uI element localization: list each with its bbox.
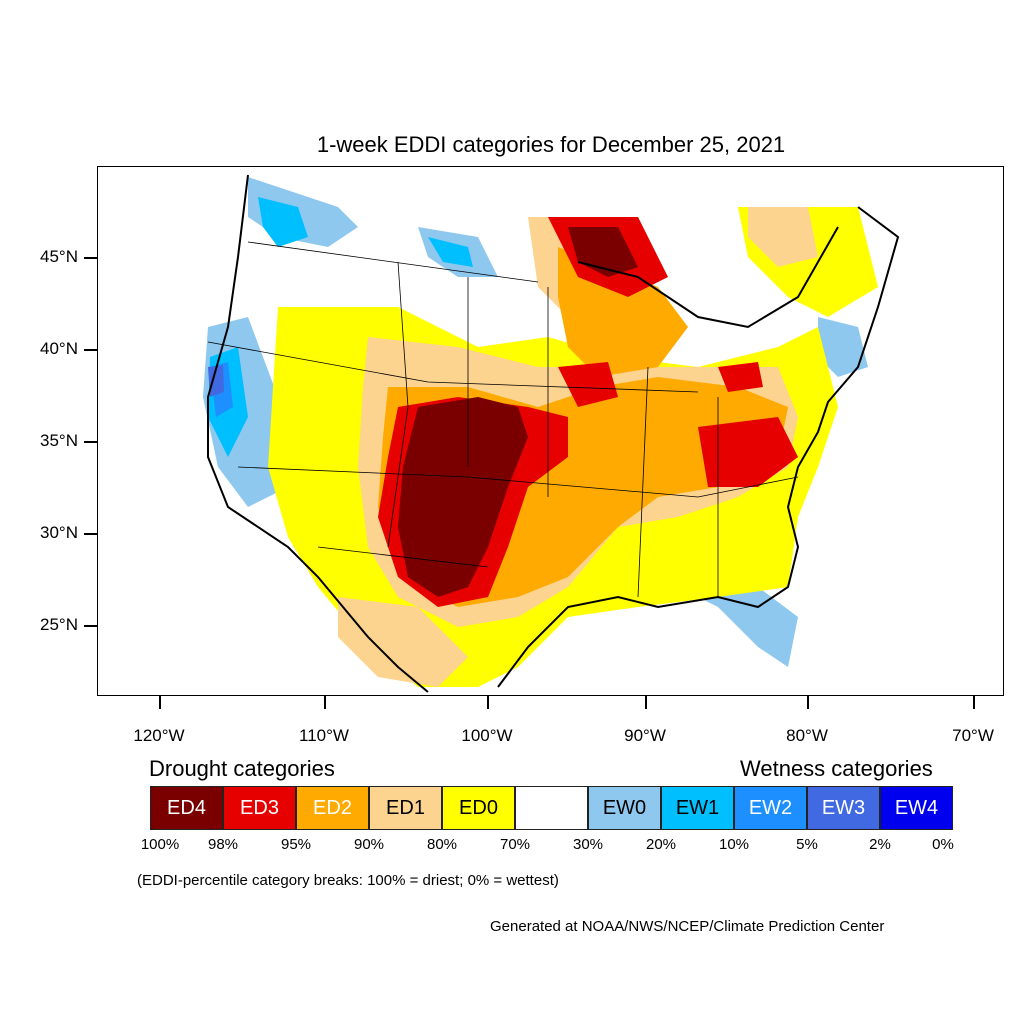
legend-box-ew0: EW0: [588, 786, 661, 830]
lon-label-100: 100°W: [461, 726, 513, 745]
legend-percent-label: 20%: [645, 836, 677, 853]
ed3-tennessee: [698, 417, 798, 487]
lon-tick-70: [973, 696, 975, 709]
legend-percent-label: 95%: [280, 836, 312, 853]
lat-label-35: 35°N: [40, 431, 78, 450]
state-borders: [207, 241, 799, 598]
lon-tick-110: [324, 696, 326, 709]
legend-box-ed1: ED1: [369, 786, 442, 830]
eddi-map: [97, 166, 1004, 696]
credit-line: Generated at NOAA/NWS/NCEP/Climate Predi…: [490, 918, 885, 935]
ew3-west-coast: [208, 365, 224, 397]
legend-box-ed3: ED3: [223, 786, 296, 830]
legend-percent-label: 80%: [426, 836, 458, 853]
legend-percent-label: 10%: [718, 836, 750, 853]
eddi-map-canvas: [203, 174, 900, 693]
legend-percent-label: 98%: [207, 836, 239, 853]
lat-tick-45: [84, 257, 97, 259]
ed3-ohio: [718, 362, 763, 392]
ed4-southern-rockies: [398, 397, 528, 597]
lon-label-110: 110°W: [299, 726, 349, 745]
legend-box-ew2: EW2: [734, 786, 807, 830]
wetness-categories-heading: Wetness categories: [740, 756, 933, 781]
lon-tick-120: [159, 696, 161, 709]
lat-label-30: 30°N: [40, 523, 78, 542]
legend-percent-label: 90%: [353, 836, 385, 853]
legend-box-ew1: EW1: [661, 786, 734, 830]
legend-percent-label: 2%: [869, 836, 891, 853]
lat-label-45: 45°N: [40, 247, 78, 266]
lon-tick-90: [645, 696, 647, 709]
legend-box-ew4: EW4: [880, 786, 953, 830]
legend-box-neutral: [515, 786, 588, 830]
lat-tick-25: [84, 625, 97, 627]
drought-categories-heading: Drought categories: [149, 756, 335, 781]
ew0-new-england: [818, 317, 868, 377]
legend-box-ew3: EW3: [807, 786, 880, 830]
map-title: 1-week EDDI categories for December 25, …: [316, 132, 786, 157]
lat-tick-40: [84, 349, 97, 351]
lon-tick-80: [807, 696, 809, 709]
legend-percent-label: 70%: [499, 836, 531, 853]
legend-box-ed4: ED4: [150, 786, 223, 830]
ew0-florida: [678, 587, 798, 667]
coastline-and-borders: [207, 174, 900, 693]
lat-label-40: 40°N: [40, 339, 78, 358]
ed1-northeast: [748, 207, 818, 267]
lat-tick-35: [84, 441, 97, 443]
legend-percent-label: 0%: [932, 836, 954, 853]
lon-label-80: 80°W: [786, 726, 828, 745]
ed1-southwest: [338, 597, 468, 687]
legend-percent-label: 100%: [140, 836, 180, 853]
lat-label-25: 25°N: [40, 615, 78, 634]
lon-label-70: 70°W: [952, 726, 994, 745]
lon-label-120: 120°W: [133, 726, 185, 745]
lon-tick-100: [487, 696, 489, 709]
category-breaks-note: (EDDI-percentile category breaks: 100% =…: [137, 872, 559, 889]
legend-percent-label: 30%: [572, 836, 604, 853]
legend-percent-label: 5%: [796, 836, 818, 853]
ew1-northwest: [258, 197, 308, 247]
ed3-iowa: [558, 362, 618, 407]
lon-label-90: 90°W: [624, 726, 666, 745]
ew1-idaho: [428, 237, 473, 267]
legend-box-ed0: ED0: [442, 786, 515, 830]
lat-tick-30: [84, 533, 97, 535]
legend-box-ed2: ED2: [296, 786, 369, 830]
